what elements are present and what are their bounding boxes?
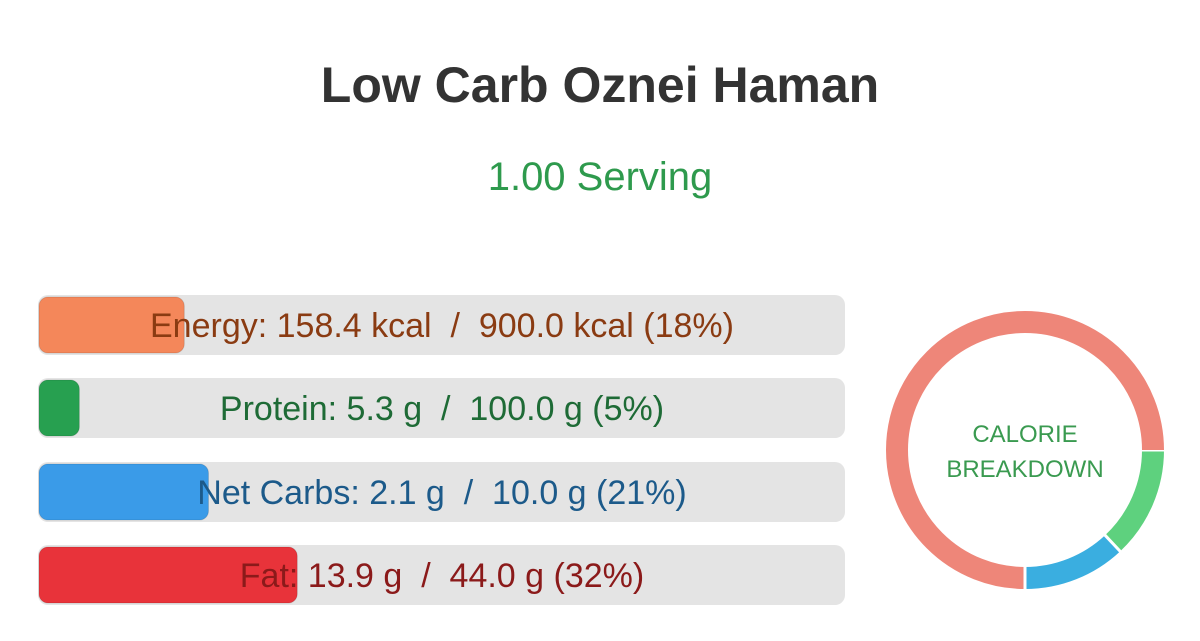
- progress-label: Energy: 158.4 kcal / 900.0 kcal (18%): [150, 307, 734, 345]
- progress-label: Fat: 13.9 g / 44.0 g (32%): [240, 557, 644, 595]
- donut-segment: [886, 311, 1164, 589]
- progress-track: [38, 462, 845, 522]
- donut-gap: [1102, 532, 1123, 554]
- donut-segment: [1104, 449, 1164, 552]
- progress-fill: [38, 296, 185, 354]
- progress-label: Net Carbs: 2.1 g / 10.0 g (21%): [197, 474, 686, 512]
- progress-track: [38, 378, 845, 438]
- progress-fill: [38, 546, 298, 604]
- title: Low Carb Oznei Haman: [321, 57, 879, 113]
- progress-label: Protein: 5.3 g / 100.0 g (5%): [220, 390, 664, 428]
- donut-label: BREAKDOWN: [946, 456, 1103, 483]
- progress-fill: [38, 379, 80, 437]
- progress-fill: [38, 463, 209, 521]
- serving: 1.00 Serving: [488, 155, 713, 199]
- progress-track: [38, 295, 845, 355]
- donut-segment: [1024, 535, 1121, 589]
- donut-label: CALORIE: [972, 421, 1077, 448]
